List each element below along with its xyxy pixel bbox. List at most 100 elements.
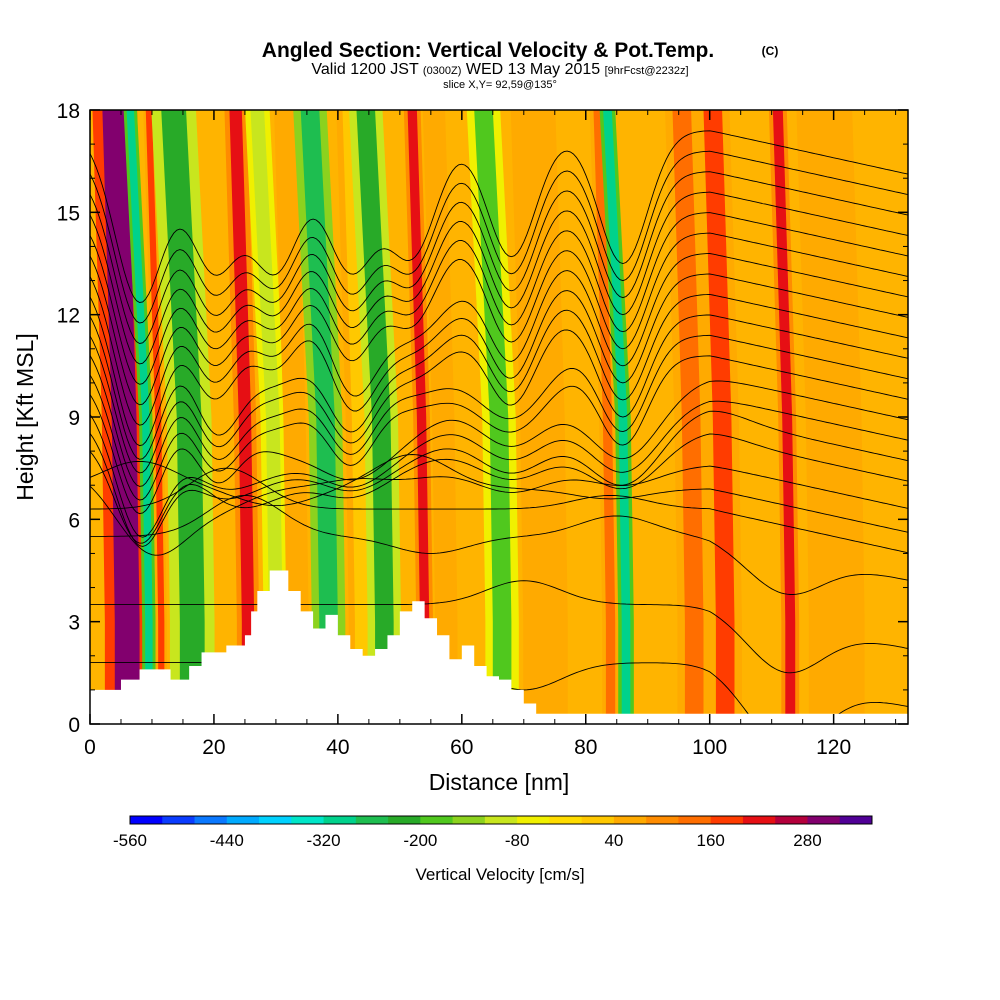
theta-contour-line — [90, 410, 908, 547]
colorbar-swatch — [452, 816, 486, 824]
x-tick-label: 100 — [692, 736, 727, 759]
colorbar-tick-label: -560 — [113, 831, 147, 850]
x-tick-label: 0 — [84, 736, 96, 759]
x-axis: 0 20 40 60 80 100 120 — [84, 110, 897, 759]
y-tick-label: 18 — [57, 100, 80, 123]
velocity-band — [145, 110, 165, 724]
terrain-mask — [90, 570, 908, 724]
colorbar-swatch — [517, 816, 550, 824]
colorbar-swatch — [710, 816, 744, 824]
y-tick-label: 12 — [57, 305, 80, 328]
subtitle-valid: Valid 1200 JST — [311, 61, 419, 78]
colorbar-tick-label: -80 — [505, 831, 530, 850]
potential-temperature-contours — [90, 130, 908, 724]
theta-contour-line — [90, 232, 908, 406]
colorbar-swatch — [807, 816, 841, 824]
velocity-band — [474, 110, 512, 724]
chart-title: Angled Section: Vertical Velocity & Pot.… — [262, 39, 714, 62]
x-tick-label: 20 — [202, 736, 225, 759]
theta-contour-line — [90, 150, 908, 324]
theta-contour-line — [90, 130, 908, 303]
theta-contour-line — [90, 212, 908, 385]
chart-title-flag: (C) — [762, 44, 779, 58]
colorbar-tick-label: -440 — [210, 831, 244, 850]
colorbar-swatch — [130, 816, 163, 824]
colorbar-swatch — [420, 816, 454, 824]
velocity-band — [407, 110, 430, 724]
colorbar-swatch — [646, 816, 679, 824]
colorbar-tick-label: 40 — [604, 831, 623, 850]
colorbar-swatch — [259, 816, 292, 824]
colorbar-label: Vertical Velocity [cm/s] — [415, 865, 584, 884]
velocity-band — [126, 110, 153, 724]
theta-contour-line — [90, 253, 908, 426]
colorbar-swatch — [355, 816, 389, 824]
y-axis: 0 3 6 9 12 15 18 — [57, 100, 908, 737]
theta-contour-line — [90, 273, 908, 447]
velocity-band — [161, 110, 205, 724]
theta-contour-line — [90, 355, 908, 501]
colorbar-swatch — [388, 816, 421, 824]
colorbar-swatch — [775, 816, 808, 824]
theta-contour-line — [90, 293, 908, 460]
velocity-band — [603, 110, 631, 724]
subtitle-forecast: [9hrFcst@2232z] — [605, 65, 689, 77]
colorbar-swatch — [581, 816, 615, 824]
velocity-band — [520, 110, 558, 724]
colorbar-tick-label: 280 — [793, 831, 821, 850]
colorbar-swatch — [291, 816, 325, 824]
colorbar-swatch — [549, 816, 583, 824]
velocity-band — [342, 110, 371, 724]
y-tick-label: 3 — [68, 612, 80, 635]
subtitle-date: WED 13 May 2015 — [466, 61, 600, 78]
colorbar-tick-label: -320 — [307, 831, 341, 850]
y-tick-label: 6 — [68, 509, 80, 532]
colorbar-swatch — [742, 816, 776, 824]
y-axis-label: Height [Kft MSL] — [12, 333, 38, 500]
x-tick-label: 40 — [326, 736, 349, 759]
terrain-profile — [90, 570, 908, 724]
colorbar-tick-label: 160 — [697, 831, 725, 850]
theta-contour-line — [90, 171, 908, 344]
velocity-band — [703, 110, 735, 724]
y-tick-label: 0 — [68, 714, 80, 737]
colorbar-swatch — [484, 816, 518, 824]
theta-contour-line — [90, 400, 908, 538]
theta-contour-line — [90, 433, 908, 544]
colorbar-swatch — [839, 816, 873, 824]
velocity-band — [300, 110, 338, 724]
colorbar-swatch — [323, 816, 357, 824]
colorbar: -560 -440 -320 -200 -80 40 160 280 — [113, 815, 873, 850]
colorbar-swatch — [226, 816, 260, 824]
x-tick-label: 60 — [450, 736, 473, 759]
slice-label: slice X,Y= 92,59@135° — [443, 79, 557, 91]
theta-contour-line — [90, 454, 908, 533]
velocity-band — [672, 110, 704, 724]
colorbar-swatch — [678, 816, 712, 824]
y-tick-label: 15 — [57, 202, 80, 225]
colorbar-frame — [129, 815, 873, 825]
colorbar-swatch — [194, 816, 228, 824]
chart-subtitle: Valid 1200 JST (0300Z) WED 13 May 2015 [… — [311, 61, 688, 78]
velocity-band — [593, 110, 616, 724]
x-tick-label: 120 — [816, 736, 851, 759]
theta-contour-line — [90, 580, 908, 674]
colorbar-tick-label: -200 — [403, 831, 437, 850]
velocity-band — [772, 110, 796, 724]
theta-contour-line — [90, 465, 908, 556]
theta-contour-line — [90, 380, 908, 515]
y-tick-label: 9 — [68, 407, 80, 430]
plot-area — [90, 110, 908, 724]
theta-contour-line — [90, 191, 908, 365]
theta-contour-line — [90, 495, 908, 595]
velocity-band — [808, 110, 853, 724]
theta-contour-line — [90, 314, 908, 474]
colorbar-swatch — [613, 816, 647, 824]
colorbar-swatch — [162, 816, 196, 824]
theta-contour-line — [90, 334, 908, 487]
x-tick-label: 80 — [574, 736, 597, 759]
velocity-band — [229, 110, 255, 724]
x-axis-label: Distance [nm] — [429, 769, 570, 795]
subtitle-utc: (0300Z) — [423, 65, 462, 77]
